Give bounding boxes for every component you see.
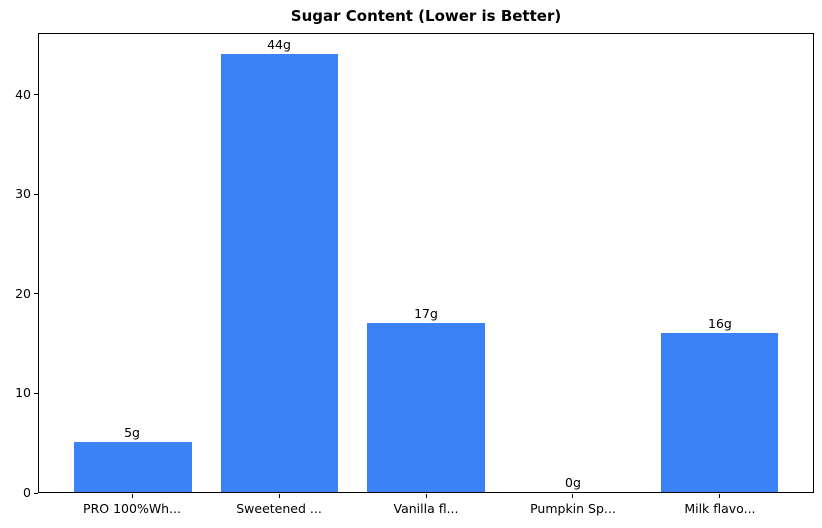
y-axis-tick-label: 0 xyxy=(23,485,31,500)
x-axis-tick-mark xyxy=(425,494,427,498)
bar-value-label: 5g xyxy=(124,425,140,441)
chart-title: Sugar Content (Lower is Better) xyxy=(290,7,562,25)
bar-value-label: 44g xyxy=(267,36,291,52)
x-axis-tick-mark xyxy=(572,494,574,498)
bar-value-label: 17g xyxy=(414,305,438,321)
y-axis-tick-mark xyxy=(34,193,38,195)
bar-1 xyxy=(220,53,339,492)
x-axis-tick-mark xyxy=(719,494,721,498)
y-axis-tick-label: 40 xyxy=(15,86,31,102)
x-axis-tick-label: Sweetened ... xyxy=(236,501,322,516)
x-axis-tick-label: Pumpkin Sp... xyxy=(530,501,616,516)
bar-4 xyxy=(660,332,779,492)
y-axis-tick-mark xyxy=(34,392,38,394)
bar-2 xyxy=(367,322,485,492)
y-axis-tick-mark xyxy=(34,293,38,295)
x-axis-tick-mark xyxy=(278,494,280,498)
x-axis-tick-label: PRO 100%Wh... xyxy=(83,501,182,516)
y-axis-tick-label: 20 xyxy=(15,285,31,301)
plot-area xyxy=(38,33,814,493)
x-axis-tick-label: Milk flavo... xyxy=(684,501,756,516)
y-axis-tick-label: 10 xyxy=(15,385,31,401)
y-axis-tick-label: 30 xyxy=(15,186,31,202)
x-axis-tick-label: Vanilla fl... xyxy=(393,501,459,516)
y-axis-tick-mark xyxy=(34,94,38,96)
bar-0 xyxy=(74,442,192,492)
bar-value-label: 0g xyxy=(565,475,581,490)
x-axis-tick-mark xyxy=(131,494,133,498)
y-axis-tick-mark xyxy=(34,492,38,494)
bar-value-label: 16g xyxy=(708,315,732,331)
